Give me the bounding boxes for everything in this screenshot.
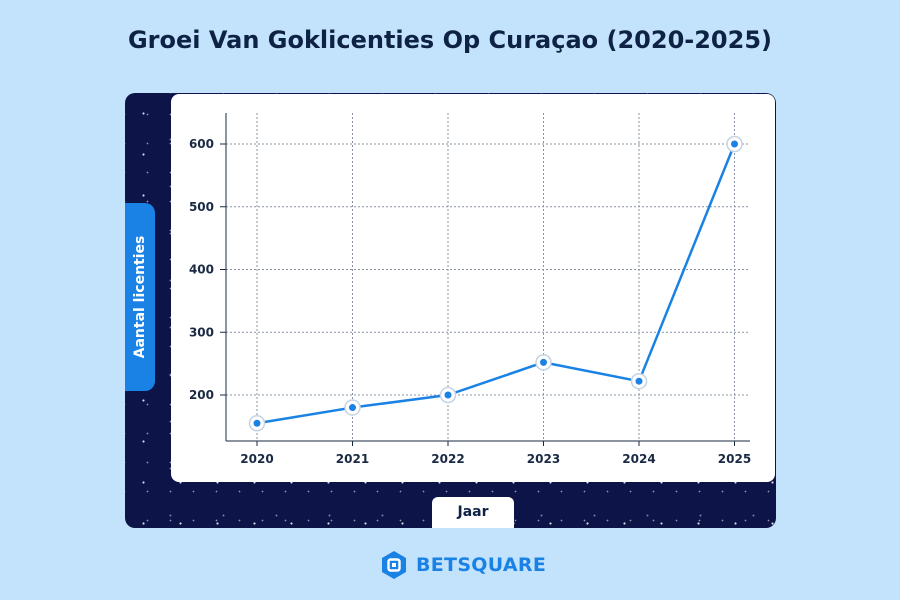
brand-logo: BETSQUARE (380, 550, 546, 580)
x-tick-label: 2023 (527, 452, 560, 466)
x-tick-label: 2021 (336, 452, 369, 466)
x-tick-label: 2022 (431, 452, 464, 466)
data-point (349, 404, 356, 412)
chart-card (171, 94, 775, 482)
x-tick-label: 2020 (240, 452, 273, 466)
y-tick-label: 500 (189, 200, 214, 214)
y-tick-label: 300 (189, 325, 214, 339)
y-axis-label-tab (125, 203, 155, 391)
x-tick-label: 2025 (718, 452, 751, 466)
data-point (731, 140, 738, 148)
y-tick-label: 600 (189, 137, 214, 151)
data-point (635, 377, 643, 385)
data-point (444, 391, 452, 399)
y-tick-label: 200 (189, 388, 214, 402)
betsquare-hexagon-logo-icon (382, 551, 406, 579)
y-tick-label: 400 (189, 263, 214, 277)
data-point (540, 358, 547, 366)
series-line (256, 143, 736, 425)
x-axis-label: Jaar (432, 497, 514, 528)
x-tick-label: 2024 (622, 452, 655, 466)
brand-name: BETSQUARE (416, 554, 547, 576)
data-point (253, 419, 261, 427)
chart-title: Groei Van Goklicenties Op Curaçao (2020-… (127, 26, 772, 54)
